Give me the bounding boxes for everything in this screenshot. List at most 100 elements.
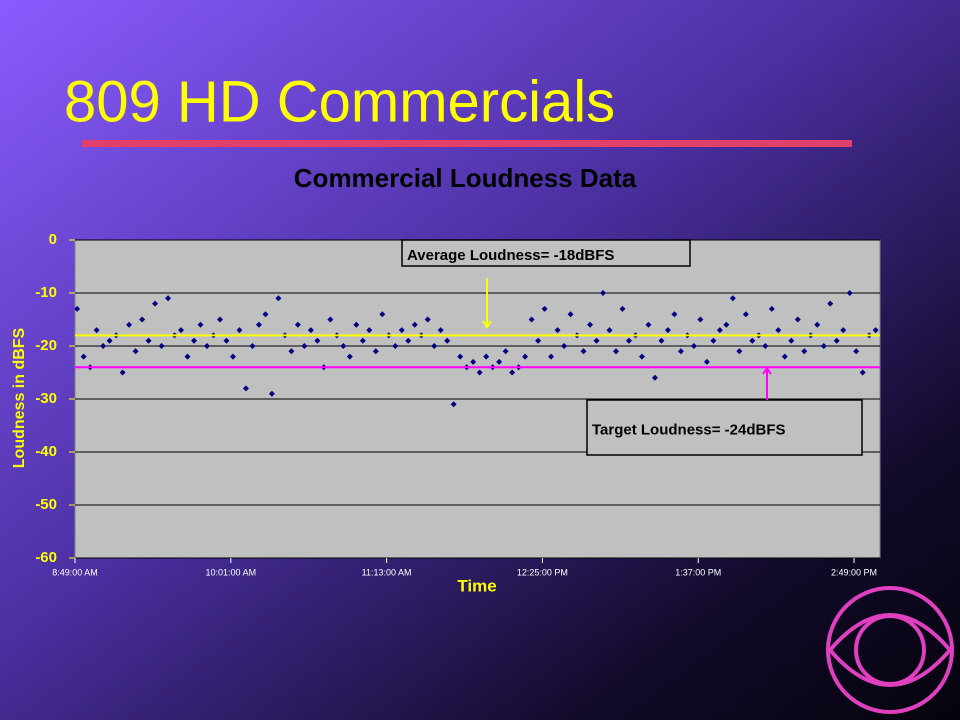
data-point	[775, 327, 782, 334]
data-point	[561, 343, 568, 349]
data-point	[366, 327, 373, 334]
data-point	[587, 321, 594, 328]
data-point	[268, 390, 275, 397]
data-point	[554, 327, 561, 334]
data-point	[405, 337, 412, 344]
x-tick-label: 10:01:00 AM	[206, 567, 257, 577]
data-point	[742, 311, 749, 318]
data-point	[359, 337, 366, 344]
data-point	[853, 348, 860, 355]
data-point	[476, 369, 483, 376]
data-point	[165, 295, 172, 302]
data-point	[535, 337, 542, 344]
data-point	[664, 327, 671, 334]
data-point	[444, 337, 451, 344]
data-point	[794, 316, 801, 323]
data-point	[528, 316, 535, 323]
data-point	[294, 321, 301, 328]
data-point	[703, 358, 710, 365]
arrow-head	[482, 320, 492, 329]
data-point	[859, 369, 866, 376]
data-point	[314, 337, 321, 344]
data-point	[139, 316, 146, 323]
data-point	[353, 321, 360, 328]
data-point	[606, 327, 613, 334]
data-point	[242, 385, 249, 392]
data-point	[820, 343, 827, 349]
y-tick-label: -20	[35, 337, 57, 354]
data-point	[593, 337, 600, 344]
data-point	[216, 316, 223, 323]
data-point	[152, 300, 159, 307]
data-point	[431, 343, 438, 349]
data-point	[651, 374, 658, 381]
y-tick-label: -40	[35, 443, 57, 460]
data-point	[483, 353, 490, 360]
x-tick-label: 8:49:00 AM	[52, 567, 98, 577]
data-point	[781, 353, 788, 360]
data-point	[106, 337, 113, 344]
data-point	[619, 305, 626, 312]
data-point	[74, 305, 81, 312]
data-point	[736, 348, 743, 355]
data-point	[600, 290, 607, 296]
data-point	[625, 337, 632, 344]
title-rule	[82, 140, 852, 147]
data-point	[158, 343, 165, 349]
data-point	[567, 311, 574, 318]
cbs-logo	[826, 586, 954, 714]
annotation-box	[586, 399, 863, 456]
data-point	[749, 337, 756, 344]
y-tick-label: 0	[49, 231, 57, 248]
data-point	[788, 337, 795, 344]
data-point	[249, 343, 256, 349]
y-tick-label: -60	[35, 549, 57, 566]
data-point	[638, 353, 645, 360]
data-point	[658, 337, 665, 344]
data-point	[710, 337, 717, 344]
data-point	[340, 343, 347, 349]
data-point	[80, 353, 87, 360]
x-axis-label: Time	[457, 576, 496, 595]
data-point	[612, 348, 619, 355]
data-point	[840, 327, 847, 334]
data-point	[762, 343, 769, 349]
y-tick-label: -10	[35, 284, 57, 301]
plot: 0 -10 -20 -30 -40 -50 -608:49:00 AM 10:01:00 AM…	[35, 231, 881, 577]
data-point	[184, 353, 191, 360]
data-point	[223, 337, 230, 344]
slide-title: 809 HD Commercials	[64, 69, 615, 134]
data-point	[197, 321, 204, 328]
data-point	[697, 316, 704, 323]
x-tick-label: 12:25:00 PM	[517, 567, 568, 577]
data-point	[541, 305, 548, 312]
data-point	[671, 311, 678, 318]
data-point	[372, 348, 379, 355]
data-point	[145, 337, 152, 344]
y-tick-label: -30	[35, 390, 57, 407]
y-axis-label: Loudness in dBFS	[11, 327, 28, 468]
data-point	[846, 290, 853, 296]
data-point	[178, 327, 185, 334]
annotation-box	[401, 239, 691, 267]
data-point	[509, 369, 516, 376]
data-point	[262, 311, 269, 318]
data-point	[729, 295, 736, 302]
data-point	[379, 311, 386, 318]
data-point	[93, 327, 100, 334]
data-point	[132, 348, 139, 355]
data-point	[814, 321, 821, 328]
data-point	[437, 327, 444, 334]
data-point	[768, 305, 775, 312]
data-point	[502, 348, 509, 355]
data-point	[457, 353, 464, 360]
data-point	[229, 353, 236, 360]
data-point	[716, 327, 723, 334]
data-point	[522, 353, 529, 360]
chart-title: Commercial Loudness Data	[294, 163, 637, 193]
data-point	[398, 327, 405, 334]
y-tick-label: -50	[35, 496, 57, 513]
data-point	[470, 358, 477, 365]
